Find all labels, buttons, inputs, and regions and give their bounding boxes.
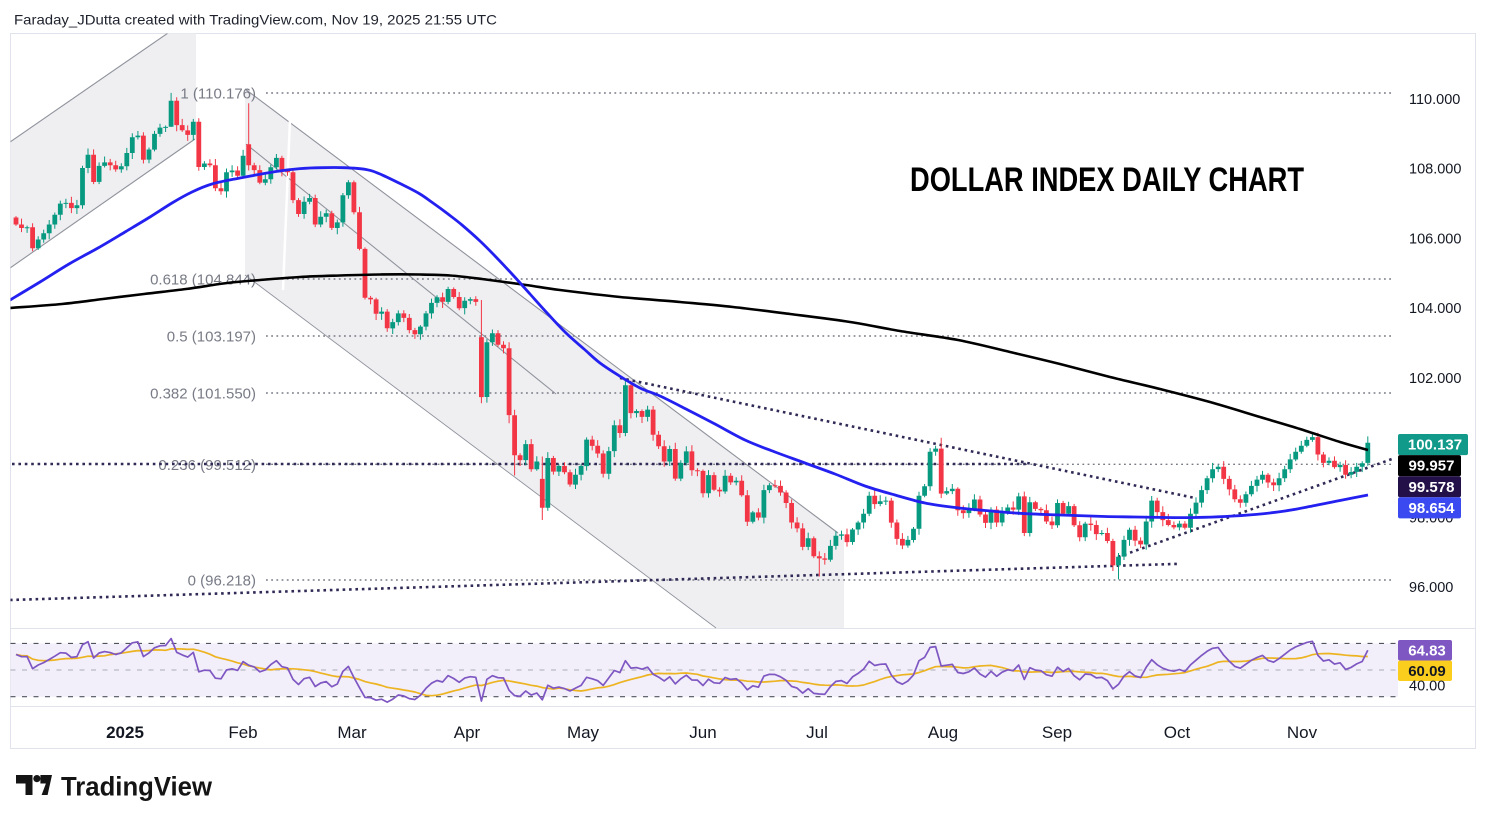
- svg-text:Jul: Jul: [806, 723, 828, 742]
- svg-text:60.09: 60.09: [1408, 663, 1446, 680]
- svg-text:DOLLAR INDEX DAILY CHART: DOLLAR INDEX DAILY CHART: [910, 161, 1304, 199]
- svg-text:2025: 2025: [106, 723, 144, 742]
- svg-text:99.957: 99.957: [1409, 458, 1455, 475]
- svg-text:96.000: 96.000: [1409, 580, 1453, 596]
- svg-text:104.000: 104.000: [1409, 301, 1461, 317]
- svg-text:98.654: 98.654: [1409, 500, 1456, 517]
- svg-text:100.137: 100.137: [1408, 437, 1462, 454]
- svg-text:102.000: 102.000: [1409, 371, 1461, 387]
- svg-text:0 (96.218): 0 (96.218): [188, 573, 256, 590]
- svg-text:Nov: Nov: [1287, 723, 1318, 742]
- svg-text:Mar: Mar: [337, 723, 367, 742]
- svg-text:Sep: Sep: [1042, 723, 1072, 742]
- svg-text:Aug: Aug: [928, 723, 958, 742]
- svg-text:106.000: 106.000: [1409, 231, 1461, 247]
- svg-text:0.236 (99.512): 0.236 (99.512): [158, 457, 256, 474]
- svg-text:110.000: 110.000: [1409, 92, 1460, 108]
- svg-text:Apr: Apr: [454, 723, 481, 742]
- svg-text:Faraday_JDutta created with Tr: Faraday_JDutta created with TradingView.…: [14, 12, 497, 28]
- svg-text:Jun: Jun: [689, 723, 716, 742]
- svg-text:May: May: [567, 723, 600, 742]
- svg-text:Feb: Feb: [228, 723, 257, 742]
- svg-text:TradingView: TradingView: [61, 772, 212, 802]
- svg-text:1 (110.176): 1 (110.176): [180, 86, 256, 103]
- svg-text:108.000: 108.000: [1409, 162, 1461, 178]
- svg-text:0.618 (104.844): 0.618 (104.844): [150, 272, 256, 289]
- svg-text:Oct: Oct: [1164, 723, 1191, 742]
- svg-text:99.578: 99.578: [1409, 479, 1455, 496]
- svg-text:64.83: 64.83: [1408, 642, 1446, 659]
- svg-text:0.5 (103.197): 0.5 (103.197): [167, 329, 256, 346]
- svg-text:0.382 (101.550): 0.382 (101.550): [150, 386, 256, 403]
- svg-text:40.00: 40.00: [1409, 679, 1445, 695]
